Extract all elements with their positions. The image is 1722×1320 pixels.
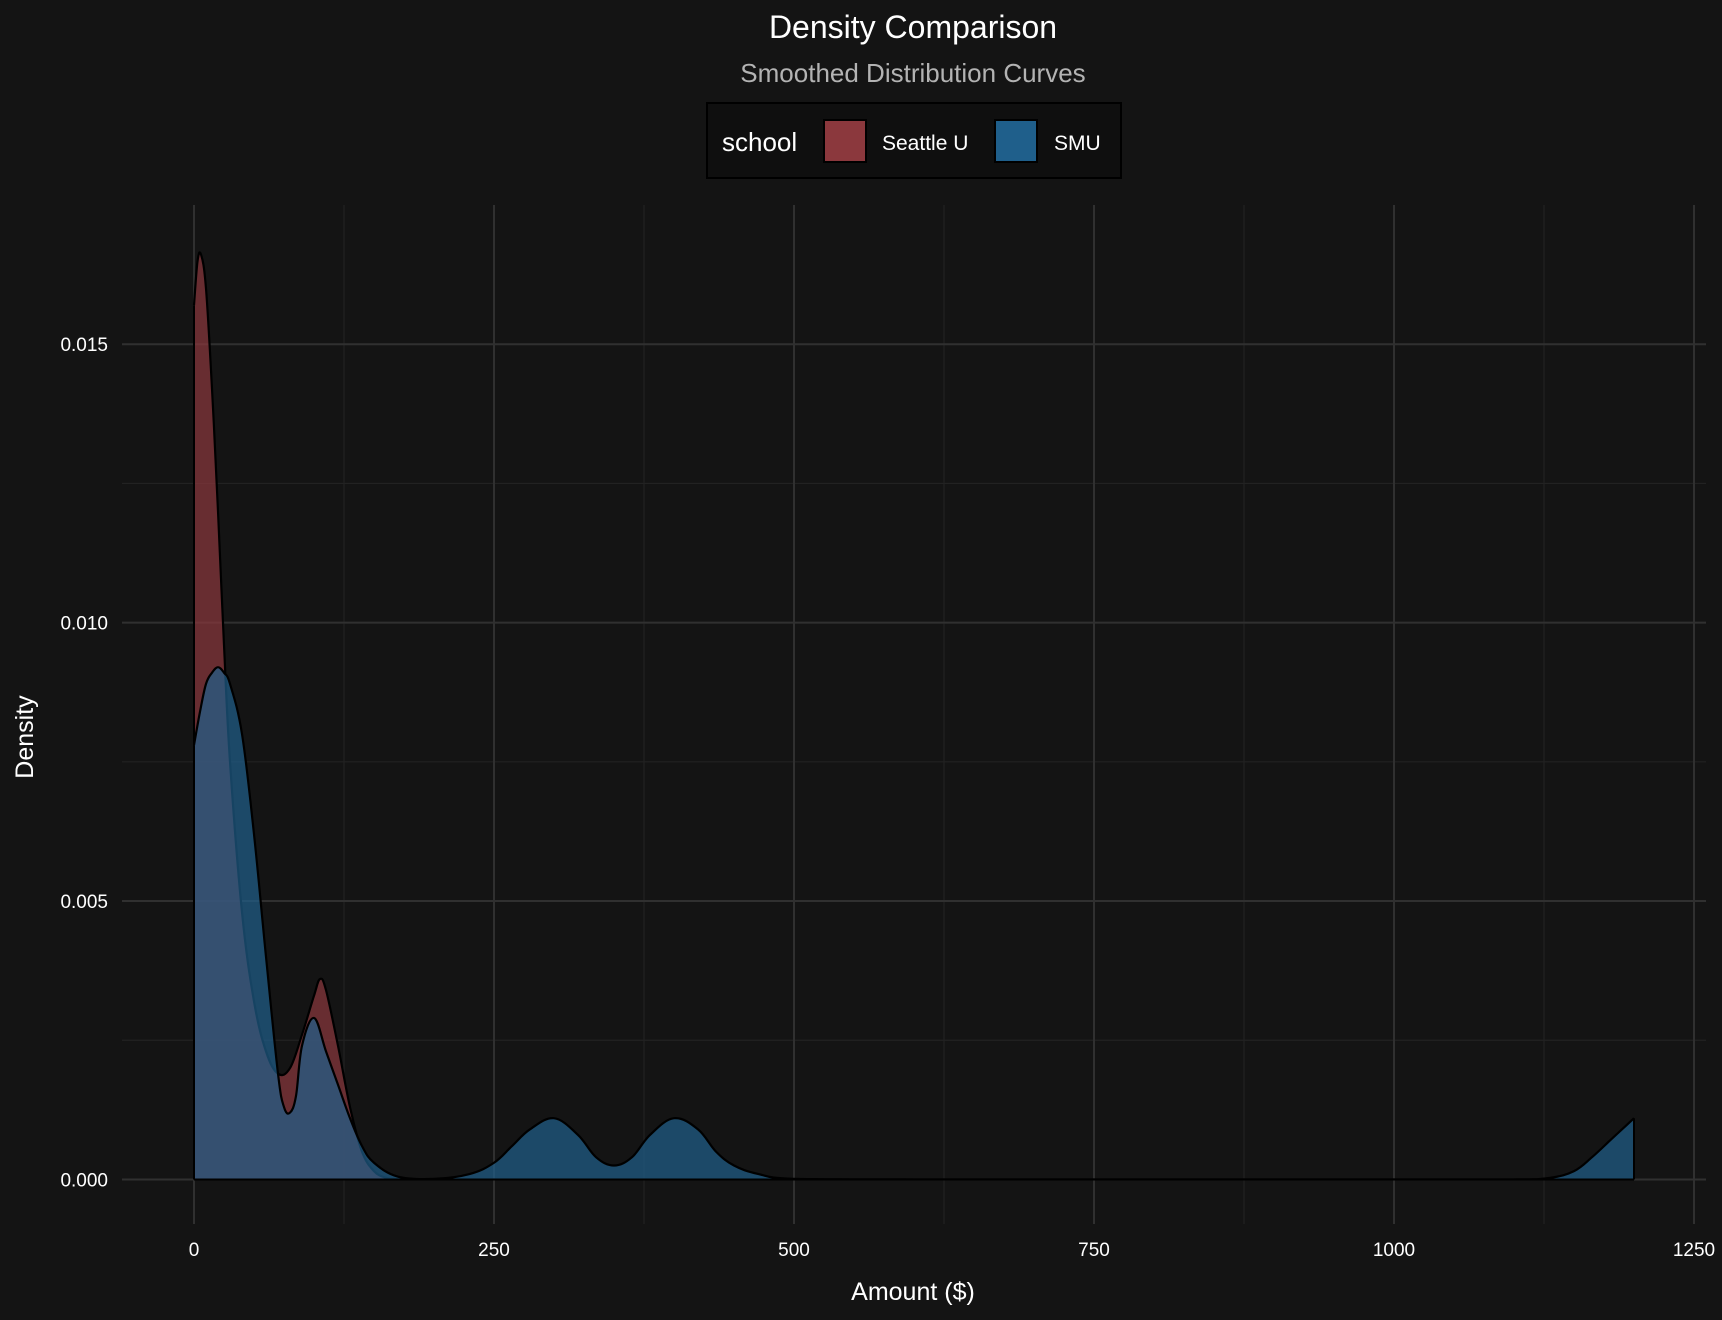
legend-label-smu: SMU xyxy=(1054,132,1101,155)
y-axis-title: Density xyxy=(11,695,39,779)
x-tick-label: 500 xyxy=(778,1240,810,1261)
x-axis-title: Amount ($) xyxy=(851,1278,975,1306)
axes: 0 250 500 750 1000 1250 0.000 0.005 0.010 0.015 xyxy=(60,335,1715,1261)
legend: school Seattle U SMU xyxy=(706,102,1122,179)
chart-title: Density Comparison xyxy=(769,9,1057,45)
grid xyxy=(122,205,1706,1224)
x-tick-label: 0 xyxy=(189,1240,200,1261)
density-curve-smu xyxy=(192,666,1635,1181)
legend-swatch-smu xyxy=(994,119,1038,163)
legend-box xyxy=(706,102,1122,179)
y-tick-label: 0.015 xyxy=(60,335,108,356)
x-tick-label: 1250 xyxy=(1673,1240,1715,1261)
x-tick-label: 750 xyxy=(1078,1240,1110,1261)
legend-label-seattle-u: Seattle U xyxy=(882,132,968,155)
density-area-smu xyxy=(194,667,1634,1180)
y-tick-label: 0.000 xyxy=(60,1170,108,1191)
x-tick-label: 1000 xyxy=(1373,1240,1415,1261)
y-tick-label: 0.010 xyxy=(60,614,108,635)
legend-swatch-seattle-u xyxy=(823,119,867,163)
y-tick-label: 0.005 xyxy=(60,892,108,913)
density-areas xyxy=(192,251,1635,1181)
x-tick-label: 250 xyxy=(478,1240,510,1261)
chart-subtitle: Smoothed Distribution Curves xyxy=(740,58,1085,88)
legend-title: school xyxy=(722,127,797,157)
